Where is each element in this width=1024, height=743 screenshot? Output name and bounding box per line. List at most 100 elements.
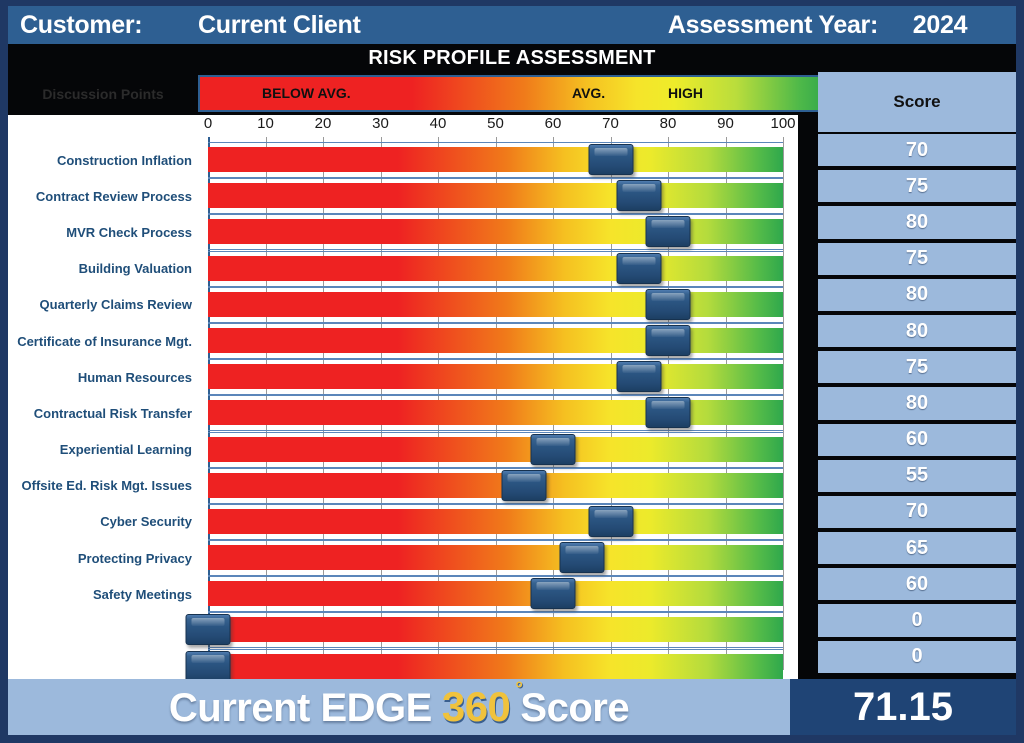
score-cell: 70 bbox=[818, 493, 1016, 531]
x-axis-tick-label: 70 bbox=[602, 115, 619, 132]
chart-row: Protecting Privacy bbox=[8, 540, 798, 577]
x-axis-tick-label: 40 bbox=[429, 115, 447, 132]
chart-row: Experiential Learning bbox=[8, 431, 798, 468]
gradient-bar bbox=[208, 653, 783, 679]
score-marker[interactable] bbox=[588, 144, 633, 175]
score-marker[interactable] bbox=[645, 397, 691, 429]
legend-avg: AVG. bbox=[572, 85, 606, 101]
footer-label-cell: Current EDGE 360 ° Score bbox=[8, 679, 790, 735]
x-axis-tick-label: 80 bbox=[659, 115, 677, 132]
row-separator bbox=[208, 249, 783, 251]
row-label bbox=[8, 612, 200, 648]
degree-icon: ° bbox=[515, 679, 523, 700]
score-cell: 75 bbox=[818, 349, 1016, 386]
total-score-value: 71.15 bbox=[790, 679, 1016, 735]
row-separator bbox=[208, 576, 783, 578]
chart-row: Construction Inflation bbox=[8, 142, 798, 178]
gradient-bar bbox=[208, 617, 783, 643]
row-separator bbox=[208, 612, 783, 614]
row-separator bbox=[208, 540, 783, 542]
x-axis-tick-label: 60 bbox=[544, 115, 562, 132]
score-cell: 60 bbox=[818, 566, 1016, 603]
row-separator bbox=[208, 213, 783, 215]
row-label: Experiential Learning bbox=[59, 442, 192, 458]
score-cell: 70 bbox=[818, 132, 1016, 169]
row-label: Construction Inflation bbox=[56, 152, 192, 168]
gridline bbox=[783, 137, 784, 670]
chart-row: Certificate of Insurance Mgt. bbox=[8, 322, 798, 359]
row-separator bbox=[208, 575, 783, 577]
score-marker[interactable] bbox=[185, 650, 231, 679]
gradient-bar bbox=[208, 219, 783, 245]
row-separator bbox=[208, 394, 783, 396]
score-cell: 60 bbox=[818, 421, 1016, 458]
row-separator bbox=[208, 502, 783, 504]
x-axis-tick-label: 50 bbox=[487, 115, 504, 132]
score-marker[interactable] bbox=[645, 216, 691, 248]
gradient-bar bbox=[208, 545, 783, 571]
score-column: 70 75 80 75 80 80 75 80 60 55 70 65 60 0 0 bbox=[818, 132, 1016, 679]
row-label: Contract Review Process bbox=[35, 188, 192, 204]
chart-row: Building Valuation bbox=[8, 250, 798, 287]
row-separator bbox=[208, 285, 783, 287]
x-axis-tick-label: 0 bbox=[203, 115, 213, 132]
panel-divider bbox=[798, 115, 818, 679]
x-axis-tick-label: 10 bbox=[257, 115, 274, 132]
gradient-bar bbox=[208, 581, 783, 607]
row-label: Protecting Privacy bbox=[77, 550, 192, 566]
row-separator bbox=[208, 430, 783, 432]
score-cell: 75 bbox=[818, 168, 1016, 205]
customer-header: Customer: Current Client Assessment Year… bbox=[8, 6, 1016, 44]
row-separator bbox=[208, 359, 783, 361]
chart-row: Human Resources bbox=[8, 359, 798, 396]
row-label bbox=[8, 649, 200, 679]
row-label: Offsite Ed. Risk Mgt. Issues bbox=[21, 478, 193, 494]
chart-row: Offsite Ed. Risk Mgt. Issues bbox=[8, 467, 798, 504]
score-marker[interactable] bbox=[616, 180, 662, 212]
score-cell: 0 bbox=[818, 638, 1016, 675]
score-cell: 80 bbox=[818, 204, 1016, 241]
gradient-legend-bar: BELOW AVG. AVG. HIGH bbox=[198, 75, 826, 112]
score-marker[interactable] bbox=[616, 361, 662, 393]
score-marker[interactable] bbox=[588, 505, 633, 537]
row-separator bbox=[208, 648, 783, 650]
edge360-brand: 360 ° bbox=[442, 679, 523, 731]
chart-row: Contract Review Process bbox=[8, 178, 798, 215]
row-label: Contractual Risk Transfer bbox=[33, 405, 192, 421]
legend-high: HIGH bbox=[668, 85, 703, 101]
gradient-bar bbox=[208, 508, 783, 534]
footer-label: Current EDGE 360 ° Score bbox=[169, 679, 630, 731]
row-separator bbox=[208, 503, 783, 505]
chart-row: Contractual Risk Transfer bbox=[8, 395, 798, 432]
gradient-bar bbox=[208, 291, 783, 317]
row-separator bbox=[208, 214, 783, 216]
score-marker[interactable] bbox=[501, 469, 547, 501]
chart-plot-area: 0 10 20 30 40 50 60 70 80 90 100 Construction Infl… bbox=[8, 115, 798, 679]
gradient-bar bbox=[208, 400, 783, 426]
score-marker[interactable] bbox=[645, 288, 691, 320]
score-marker[interactable] bbox=[645, 324, 691, 356]
gradient-bar bbox=[208, 147, 783, 172]
score-marker[interactable] bbox=[185, 614, 231, 646]
gradient-bar bbox=[208, 183, 783, 209]
score-cell: 65 bbox=[818, 530, 1016, 567]
row-separator bbox=[208, 322, 783, 324]
score-marker[interactable] bbox=[559, 542, 605, 574]
row-label: Cyber Security bbox=[100, 514, 192, 530]
score-cell: 75 bbox=[818, 240, 1016, 277]
row-separator bbox=[208, 538, 783, 540]
assessment-year-value: 2024 bbox=[912, 10, 968, 39]
row-separator bbox=[208, 250, 783, 252]
score-marker[interactable] bbox=[530, 433, 576, 465]
score-marker[interactable] bbox=[530, 578, 576, 610]
x-axis: 0 10 20 30 40 50 60 70 80 90 100 bbox=[8, 115, 798, 137]
chart-row bbox=[8, 612, 798, 649]
score-marker[interactable] bbox=[616, 252, 662, 284]
score-cell: 80 bbox=[818, 385, 1016, 422]
assessment-year-label: Assessment Year: bbox=[667, 10, 878, 39]
legend-below-avg: BELOW AVG. bbox=[262, 85, 351, 101]
score-cell: 55 bbox=[818, 457, 1016, 494]
score-cell: 80 bbox=[818, 276, 1016, 313]
row-label: MVR Check Process bbox=[66, 224, 192, 240]
score-cell: 0 bbox=[818, 602, 1016, 639]
